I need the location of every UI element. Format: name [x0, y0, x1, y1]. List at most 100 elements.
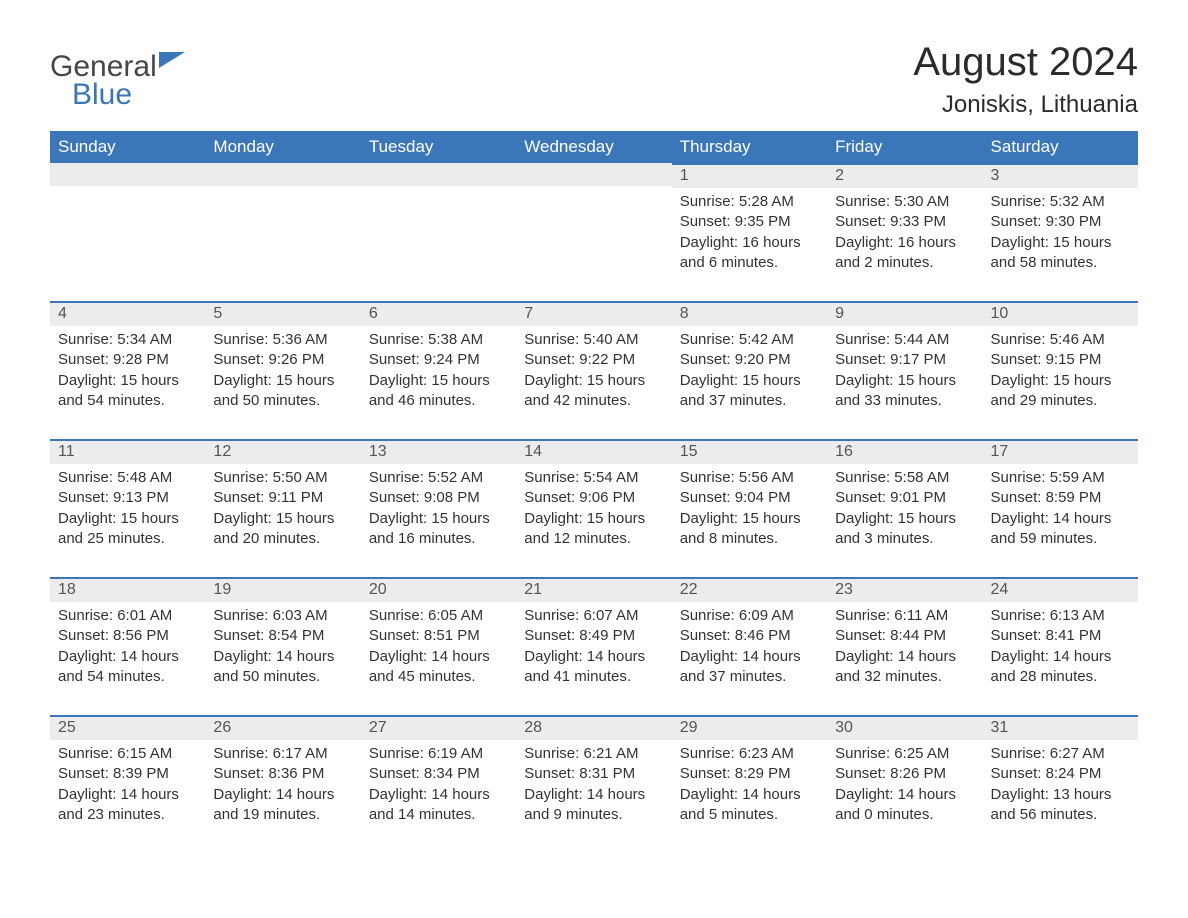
sunrise-line: Sunrise: 5:48 AM: [58, 468, 197, 488]
daynum-bar: 9: [827, 301, 982, 326]
sunrise-line: Sunrise: 6:19 AM: [369, 744, 508, 764]
daylight-line: Daylight: 15 hours and 29 minutes.: [991, 371, 1130, 412]
calendar-cell: 6Sunrise: 5:38 AMSunset: 9:24 PMDaylight…: [361, 301, 516, 439]
calendar-cell: 9 Sunrise: 5:44 AMSunset: 9:17 PMDaylight…: [827, 301, 982, 439]
calendar-cell: 14Sunrise: 5:54 AMSunset: 9:06 PMDayligh…: [516, 439, 671, 577]
daynum-bar: 16: [827, 439, 982, 464]
daylight-line: Daylight: 15 hours and 37 minutes.: [680, 371, 819, 412]
sunrise-line: Sunrise: 5:46 AM: [991, 330, 1130, 350]
calendar-week-row: 25Sunrise: 6:15 AMSunset: 8:39 PMDayligh…: [50, 715, 1138, 853]
weekday-header: Monday: [205, 131, 360, 163]
location-subtitle: Joniskis, Lithuania: [913, 91, 1138, 119]
daynum-bar: 10: [983, 301, 1138, 326]
calendar-cell: 16Sunrise: 5:58 AMSunset: 9:01 PMDayligh…: [827, 439, 982, 577]
weekday-header: Tuesday: [361, 131, 516, 163]
daynum-bar: 25: [50, 715, 205, 740]
sunrise-line: Sunrise: 5:34 AM: [58, 330, 197, 350]
sunset-line: Sunset: 8:51 PM: [369, 626, 508, 646]
daylight-line: Daylight: 14 hours and 9 minutes.: [524, 785, 663, 826]
sunrise-line: Sunrise: 6:07 AM: [524, 606, 663, 626]
daylight-line: Daylight: 15 hours and 12 minutes.: [524, 509, 663, 550]
page-header: General Blue August 2024 Joniskis, Lithu…: [50, 40, 1138, 119]
weekday-header: Friday: [827, 131, 982, 163]
sunrise-line: Sunrise: 5:58 AM: [835, 468, 974, 488]
day-body: Sunrise: 6:05 AMSunset: 8:51 PMDaylight:…: [361, 602, 516, 695]
calendar-cell: 20Sunrise: 6:05 AMSunset: 8:51 PMDayligh…: [361, 577, 516, 715]
day-body: Sunrise: 6:13 AMSunset: 8:41 PMDaylight:…: [983, 602, 1138, 695]
day-body: Sunrise: 5:50 AMSunset: 9:11 PMDaylight:…: [205, 464, 360, 557]
sunrise-line: Sunrise: 6:21 AM: [524, 744, 663, 764]
calendar-cell: 24Sunrise: 6:13 AMSunset: 8:41 PMDayligh…: [983, 577, 1138, 715]
sunset-line: Sunset: 8:41 PM: [991, 626, 1130, 646]
sunrise-line: Sunrise: 5:32 AM: [991, 192, 1130, 212]
day-body: Sunrise: 6:01 AMSunset: 8:56 PMDaylight:…: [50, 602, 205, 695]
calendar-cell: 12Sunrise: 5:50 AMSunset: 9:11 PMDayligh…: [205, 439, 360, 577]
sunset-line: Sunset: 9:17 PM: [835, 350, 974, 370]
sunset-line: Sunset: 8:24 PM: [991, 764, 1130, 784]
daylight-line: Daylight: 13 hours and 56 minutes.: [991, 785, 1130, 826]
calendar-cell: 2Sunrise: 5:30 AMSunset: 9:33 PMDaylight…: [827, 163, 982, 301]
weekday-header: Sunday: [50, 131, 205, 163]
day-body: Sunrise: 6:07 AMSunset: 8:49 PMDaylight:…: [516, 602, 671, 695]
sunset-line: Sunset: 9:35 PM: [680, 212, 819, 232]
daynum-bar: 26: [205, 715, 360, 740]
daynum-bar: 31: [983, 715, 1138, 740]
weekday-header: Wednesday: [516, 131, 671, 163]
sunrise-line: Sunrise: 5:38 AM: [369, 330, 508, 350]
sunrise-line: Sunrise: 6:03 AM: [213, 606, 352, 626]
calendar-cell: 28Sunrise: 6:21 AMSunset: 8:31 PMDayligh…: [516, 715, 671, 853]
calendar-cell: [205, 163, 360, 301]
daynum-bar: 24: [983, 577, 1138, 602]
sunrise-line: Sunrise: 5:54 AM: [524, 468, 663, 488]
daylight-line: Daylight: 14 hours and 32 minutes.: [835, 647, 974, 688]
day-body: Sunrise: 6:23 AMSunset: 8:29 PMDaylight:…: [672, 740, 827, 833]
logo-triangle-icon: [159, 52, 185, 68]
calendar-week-row: 4Sunrise: 5:34 AMSunset: 9:28 PMDaylight…: [50, 301, 1138, 439]
daynum-bar: 18: [50, 577, 205, 602]
sunset-line: Sunset: 8:34 PM: [369, 764, 508, 784]
weekday-header-row: SundayMondayTuesdayWednesdayThursdayFrid…: [50, 131, 1138, 163]
calendar-cell: 17Sunrise: 5:59 AMSunset: 8:59 PMDayligh…: [983, 439, 1138, 577]
daylight-line: Daylight: 14 hours and 50 minutes.: [213, 647, 352, 688]
daynum-bar: 20: [361, 577, 516, 602]
sunset-line: Sunset: 9:20 PM: [680, 350, 819, 370]
day-body: Sunrise: 5:30 AMSunset: 9:33 PMDaylight:…: [827, 188, 982, 281]
sunset-line: Sunset: 9:26 PM: [213, 350, 352, 370]
calendar-body: 1Sunrise: 5:28 AMSunset: 9:35 PMDaylight…: [50, 163, 1138, 853]
calendar-cell: 4Sunrise: 5:34 AMSunset: 9:28 PMDaylight…: [50, 301, 205, 439]
day-body: Sunrise: 6:27 AMSunset: 8:24 PMDaylight:…: [983, 740, 1138, 833]
daynum-bar: 21: [516, 577, 671, 602]
daylight-line: Daylight: 15 hours and 33 minutes.: [835, 371, 974, 412]
sunset-line: Sunset: 8:49 PM: [524, 626, 663, 646]
calendar-cell: 23Sunrise: 6:11 AMSunset: 8:44 PMDayligh…: [827, 577, 982, 715]
calendar-table: SundayMondayTuesdayWednesdayThursdayFrid…: [50, 131, 1138, 853]
month-title: August 2024: [913, 40, 1138, 85]
day-body: Sunrise: 6:21 AMSunset: 8:31 PMDaylight:…: [516, 740, 671, 833]
sunrise-line: Sunrise: 5:44 AM: [835, 330, 974, 350]
logo: General Blue: [50, 52, 185, 110]
daylight-line: Daylight: 15 hours and 46 minutes.: [369, 371, 508, 412]
sunset-line: Sunset: 8:29 PM: [680, 764, 819, 784]
daynum-bar-empty: [516, 163, 671, 186]
sunrise-line: Sunrise: 6:05 AM: [369, 606, 508, 626]
calendar-cell: 31Sunrise: 6:27 AMSunset: 8:24 PMDayligh…: [983, 715, 1138, 853]
daynum-bar: 1: [672, 163, 827, 188]
sunrise-line: Sunrise: 6:15 AM: [58, 744, 197, 764]
sunrise-line: Sunrise: 5:40 AM: [524, 330, 663, 350]
daynum-bar: 6: [361, 301, 516, 326]
daylight-line: Daylight: 15 hours and 16 minutes.: [369, 509, 508, 550]
daynum-bar: 28: [516, 715, 671, 740]
calendar-cell: 8Sunrise: 5:42 AMSunset: 9:20 PMDaylight…: [672, 301, 827, 439]
daylight-line: Daylight: 14 hours and 23 minutes.: [58, 785, 197, 826]
daylight-line: Daylight: 14 hours and 45 minutes.: [369, 647, 508, 688]
calendar-cell: 30Sunrise: 6:25 AMSunset: 8:26 PMDayligh…: [827, 715, 982, 853]
day-body: Sunrise: 6:19 AMSunset: 8:34 PMDaylight:…: [361, 740, 516, 833]
daylight-line: Daylight: 14 hours and 54 minutes.: [58, 647, 197, 688]
daynum-bar: 5: [205, 301, 360, 326]
daylight-line: Daylight: 14 hours and 41 minutes.: [524, 647, 663, 688]
calendar-cell: 13Sunrise: 5:52 AMSunset: 9:08 PMDayligh…: [361, 439, 516, 577]
sunrise-line: Sunrise: 6:25 AM: [835, 744, 974, 764]
daynum-bar: 12: [205, 439, 360, 464]
sunset-line: Sunset: 8:26 PM: [835, 764, 974, 784]
daynum-bar: 27: [361, 715, 516, 740]
